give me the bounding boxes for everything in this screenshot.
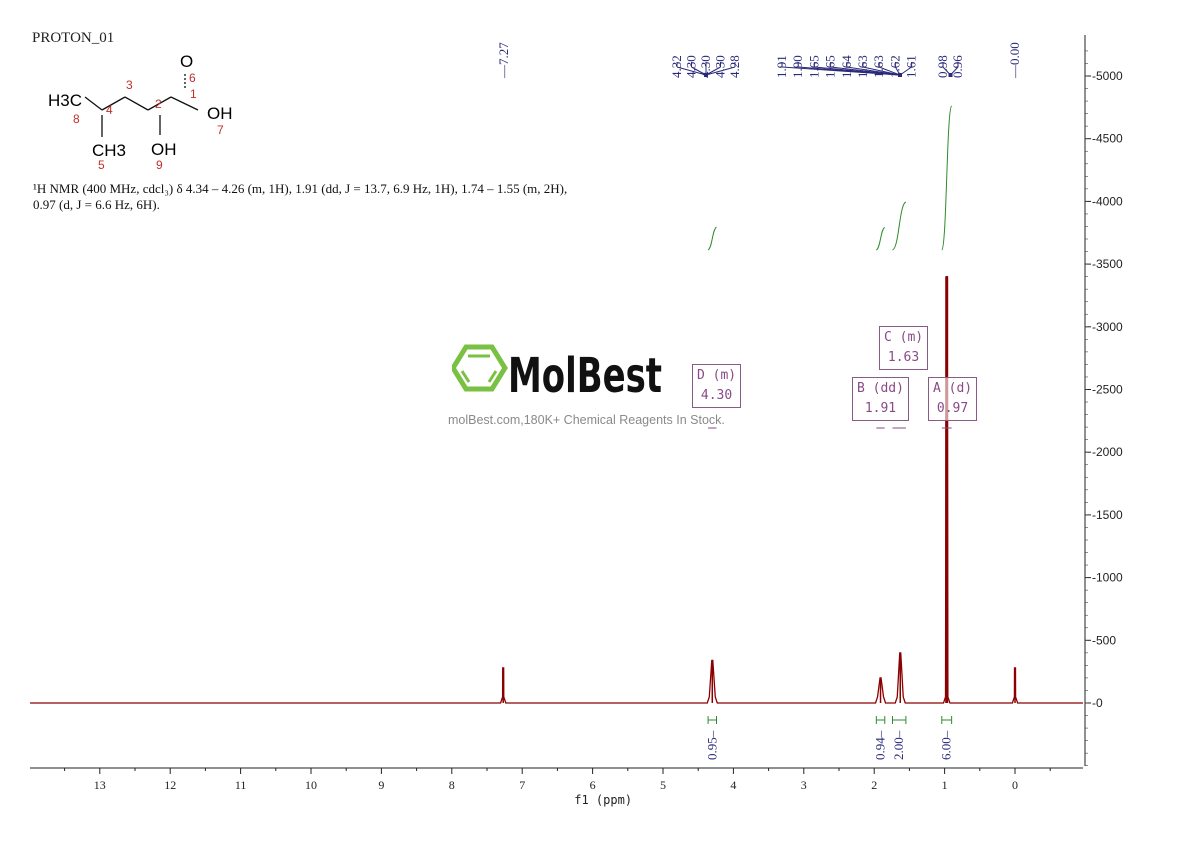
peak-label-connector: [705, 66, 721, 76]
x-tick-label: 11: [235, 778, 247, 792]
y-tick-label: -2000: [1092, 445, 1123, 459]
multiplet-id: D: [697, 368, 705, 383]
multiplet-label-d: D (m) 4.30: [692, 364, 742, 408]
multiplet-id: C: [884, 330, 892, 345]
multiplet-type: (m): [712, 368, 737, 383]
molbest-logo: MolBest: [452, 344, 662, 403]
brand-name: MolBest: [508, 348, 662, 403]
y-tick-label: -2500: [1092, 383, 1123, 397]
integral-value: 0.95–: [704, 730, 719, 760]
atom-number: 3: [126, 78, 133, 92]
atom-number: 8: [73, 112, 80, 126]
multiplet-label-b: B (dd) 1.91: [852, 377, 909, 421]
spectrum-title: PROTON_01: [32, 30, 115, 46]
x-tick-label: 0: [1012, 778, 1018, 792]
acid-oh-label: OH: [207, 104, 233, 123]
peak-label: —7.27: [496, 42, 511, 79]
multiplet-shift: 4.30: [700, 388, 733, 403]
y-tick-label: -500: [1092, 633, 1116, 647]
multiplet-id: A: [933, 381, 941, 396]
peak-label: —0.00: [1007, 42, 1022, 79]
peak-label-connector: [676, 66, 707, 76]
integral-curve: [892, 201, 907, 251]
atom-number: 9: [156, 158, 163, 172]
carbonyl-o-label: O: [180, 52, 193, 71]
x-tick-label: 3: [801, 778, 807, 792]
multiplet-label-c: C (m) 1.63: [879, 326, 929, 370]
integral-value: 0.94–: [873, 730, 888, 760]
multiplet-type: (dd): [872, 381, 904, 396]
x-tick-label: 4: [730, 778, 736, 792]
multiplet-shift: 0.97: [936, 401, 969, 416]
watermark-tagline: molBest.com,180K+ Chemical Reagents In S…: [448, 413, 725, 427]
peak-label-connector: [691, 66, 707, 76]
x-tick-label: 10: [305, 778, 317, 792]
y-tick-label: -4500: [1092, 132, 1123, 146]
integral-value: 2.00–: [891, 730, 906, 760]
atom-number: 1: [190, 87, 197, 101]
atom-number: 6: [189, 71, 196, 85]
y-tick-label: -3500: [1092, 257, 1123, 271]
multiplet-label-a: A (d) 0.97: [928, 377, 978, 421]
atom-number: 5: [98, 158, 105, 172]
y-tick-label: -5000: [1092, 69, 1123, 83]
x-tick-label: 5: [660, 778, 666, 792]
y-tick-label: -1000: [1092, 571, 1123, 585]
multiplet-shift: 1.91: [864, 401, 897, 416]
x-tick-label: 13: [94, 778, 106, 792]
peak-label-connector: [862, 66, 901, 76]
ch3-label: CH3: [92, 141, 126, 160]
peak-label-connector: [705, 66, 736, 76]
x-tick-label: 7: [519, 778, 525, 792]
y-tick-label: -0: [1092, 696, 1103, 710]
hexagon-logo-icon: [452, 344, 508, 392]
atom-number: 2: [155, 97, 162, 111]
x-axis-label: f1 (ppm): [574, 793, 632, 807]
x-tick-label: 1: [942, 778, 948, 792]
integral-curve: [707, 226, 717, 251]
x-tick-label: 8: [449, 778, 455, 792]
x-tick-label: 9: [378, 778, 384, 792]
peak-label-anchor: [898, 73, 902, 77]
multiplet-shift: 1.63: [887, 350, 920, 365]
y-tick-label: -3000: [1092, 320, 1123, 334]
x-tick-label: 12: [164, 778, 176, 792]
spectrum-line: [30, 275, 1083, 704]
h3c-label: H3C: [48, 91, 82, 110]
peak-label-connector: [879, 66, 901, 76]
peak-label-anchor: [704, 73, 708, 77]
integral-curve: [941, 105, 953, 251]
integral-curve: [875, 226, 886, 251]
integral-value: 6.00–: [939, 730, 954, 760]
multiplet-type: (d): [948, 381, 973, 396]
nmr-description: ¹H NMR (400 MHz, cdcl₃) δ 4.34 – 4.26 (m…: [33, 181, 568, 212]
x-tick-label: 2: [871, 778, 877, 792]
atom-number: 4: [106, 103, 113, 117]
peak-label-anchor: [948, 73, 953, 77]
peak-label-connector: [846, 66, 901, 76]
x-tick-label: 6: [590, 778, 596, 792]
multiplet-id: B: [857, 381, 865, 396]
multiplet-type: (m): [899, 330, 924, 345]
y-tick-label: -4000: [1092, 194, 1123, 208]
alpha-oh-label: OH: [151, 140, 177, 159]
chemical-structure: H3C CH3 OH OH O 1 2 3 4 5 6 7 8 9: [48, 52, 233, 172]
atom-number: 7: [217, 123, 224, 137]
y-tick-label: -1500: [1092, 508, 1123, 522]
